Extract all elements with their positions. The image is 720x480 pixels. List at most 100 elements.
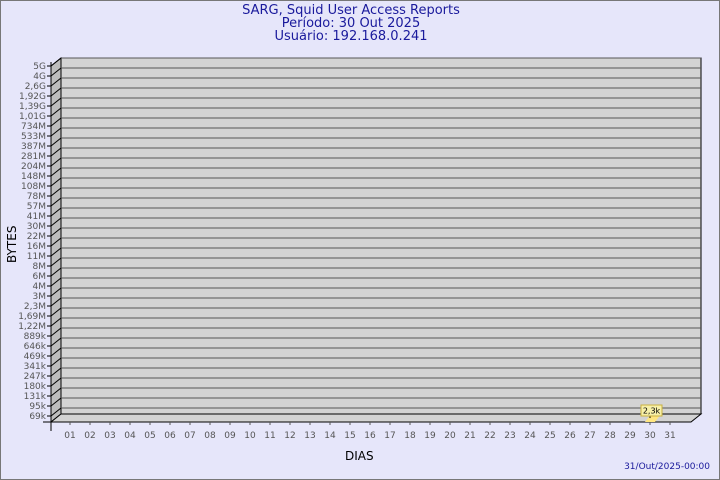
back-wall — [60, 57, 702, 415]
y-tick-label: 5G — [33, 62, 46, 72]
y-tick-label: 41M — [27, 212, 46, 222]
y-tick-depth — [50, 357, 62, 367]
y-tick-depth — [50, 107, 62, 117]
x-tick-label: 15 — [344, 431, 355, 441]
y-tick-label: 131k — [24, 392, 47, 402]
y-tick-depth — [50, 187, 62, 197]
y-tick-depth — [50, 277, 62, 287]
y-tick-depth — [50, 307, 62, 317]
y-tick-label: 78M — [27, 192, 46, 202]
y-tick-label: 204M — [21, 162, 46, 172]
y-tick-label: 247k — [24, 372, 47, 382]
y-tick-depth — [50, 297, 62, 307]
x-tick-label: 23 — [504, 431, 515, 441]
y-tick-label: 6M — [33, 272, 47, 282]
y-axis-label: BYTES — [5, 225, 19, 263]
x-tick-label: 31 — [664, 431, 675, 441]
y-tick-label: 387M — [21, 142, 46, 152]
y-tick-depth — [50, 367, 62, 377]
y-tick-label: 1,69M — [18, 312, 46, 322]
x-tick-label: 24 — [524, 431, 536, 441]
y-tick-label: 1,22M — [18, 322, 46, 332]
y-tick-depth — [50, 177, 62, 187]
data-label: 2,3k — [643, 407, 661, 416]
y-tick-depth — [50, 337, 62, 347]
x-tick-label: 21 — [464, 431, 475, 441]
y-tick-depth — [50, 237, 62, 247]
y-tick-label: 3M — [33, 292, 47, 302]
y-tick-label: 11M — [27, 252, 46, 262]
x-tick-label: 07 — [184, 431, 195, 441]
y-tick-depth — [50, 247, 62, 257]
x-tick-label: 06 — [164, 431, 176, 441]
y-tick-label: 889k — [24, 332, 47, 342]
y-tick-depth — [50, 387, 62, 397]
y-tick-label: 4G — [33, 72, 46, 82]
x-tick-label: 29 — [624, 431, 636, 441]
chart-title: SARG, Squid User Access Reports — [242, 3, 460, 18]
x-tick-label: 02 — [84, 431, 95, 441]
y-tick-label: 180k — [24, 382, 47, 392]
y-tick-label: 1,92G — [19, 92, 46, 102]
x-tick-label: 14 — [324, 431, 336, 441]
y-tick-depth — [50, 377, 62, 387]
y-tick-depth — [50, 407, 62, 417]
floor — [49, 413, 703, 423]
y-tick-label: 533M — [21, 132, 46, 142]
x-tick-label: 25 — [544, 431, 555, 441]
x-tick-label: 28 — [604, 431, 616, 441]
y-tick-depth — [50, 77, 62, 87]
x-tick-label: 04 — [124, 431, 136, 441]
y-tick-depth — [50, 217, 62, 227]
x-tick-label: 05 — [144, 431, 155, 441]
y-tick-label: 16M — [27, 242, 46, 252]
x-tick-label: 30 — [644, 431, 656, 441]
x-axis-label: DIAS — [345, 449, 374, 463]
y-tick-label: 95k — [29, 402, 46, 412]
y-tick-depth — [50, 57, 62, 67]
y-tick-depth — [50, 97, 62, 107]
y-tick-depth — [50, 207, 62, 217]
y-tick-depth — [50, 117, 62, 127]
user-label: Usuário: 192.168.0.241 — [274, 29, 428, 44]
x-tick-label: 22 — [484, 431, 495, 441]
timestamp: 31/Out/2025-00:00 — [624, 462, 710, 472]
y-tick-depth — [50, 127, 62, 137]
x-tick-label: 03 — [104, 431, 115, 441]
y-tick-label: 148M — [21, 172, 46, 182]
x-tick-label: 18 — [404, 431, 416, 441]
y-tick-depth — [50, 267, 62, 277]
y-tick-label: 69k — [29, 412, 46, 422]
y-tick-depth — [50, 157, 62, 167]
y-tick-label: 2,6G — [25, 82, 46, 92]
x-tick-label: 08 — [204, 431, 216, 441]
x-tick-label: 10 — [244, 431, 256, 441]
y-tick-label: 57M — [27, 202, 46, 212]
x-tick-label: 11 — [264, 431, 275, 441]
y-tick-label: 2,3M — [24, 302, 46, 312]
period-label: Período: 30 Out 2025 — [281, 16, 421, 31]
data-label-box — [640, 404, 663, 417]
y-tick-depth — [50, 67, 62, 77]
y-tick-depth — [50, 257, 62, 267]
x-tick-label: 26 — [564, 431, 576, 441]
y-tick-label: 341k — [24, 362, 47, 372]
x-tick-label: 16 — [364, 431, 376, 441]
y-tick-depth — [50, 147, 62, 157]
y-tick-depth — [50, 137, 62, 147]
y-tick-label: 281M — [21, 152, 46, 162]
y-tick-depth — [50, 317, 62, 327]
y-tick-depth — [50, 397, 62, 407]
y-tick-label: 8M — [33, 262, 47, 272]
x-tick-label: 19 — [424, 431, 436, 441]
x-tick-label: 17 — [384, 431, 395, 441]
x-tick-label: 13 — [304, 431, 315, 441]
y-tick-depth — [50, 287, 62, 297]
y-tick-label: 1,01G — [19, 112, 46, 122]
y-tick-label: 1,39G — [19, 102, 46, 112]
y-tick-depth — [50, 347, 62, 357]
y-tick-label: 22M — [27, 232, 46, 242]
y-tick-depth — [50, 197, 62, 207]
